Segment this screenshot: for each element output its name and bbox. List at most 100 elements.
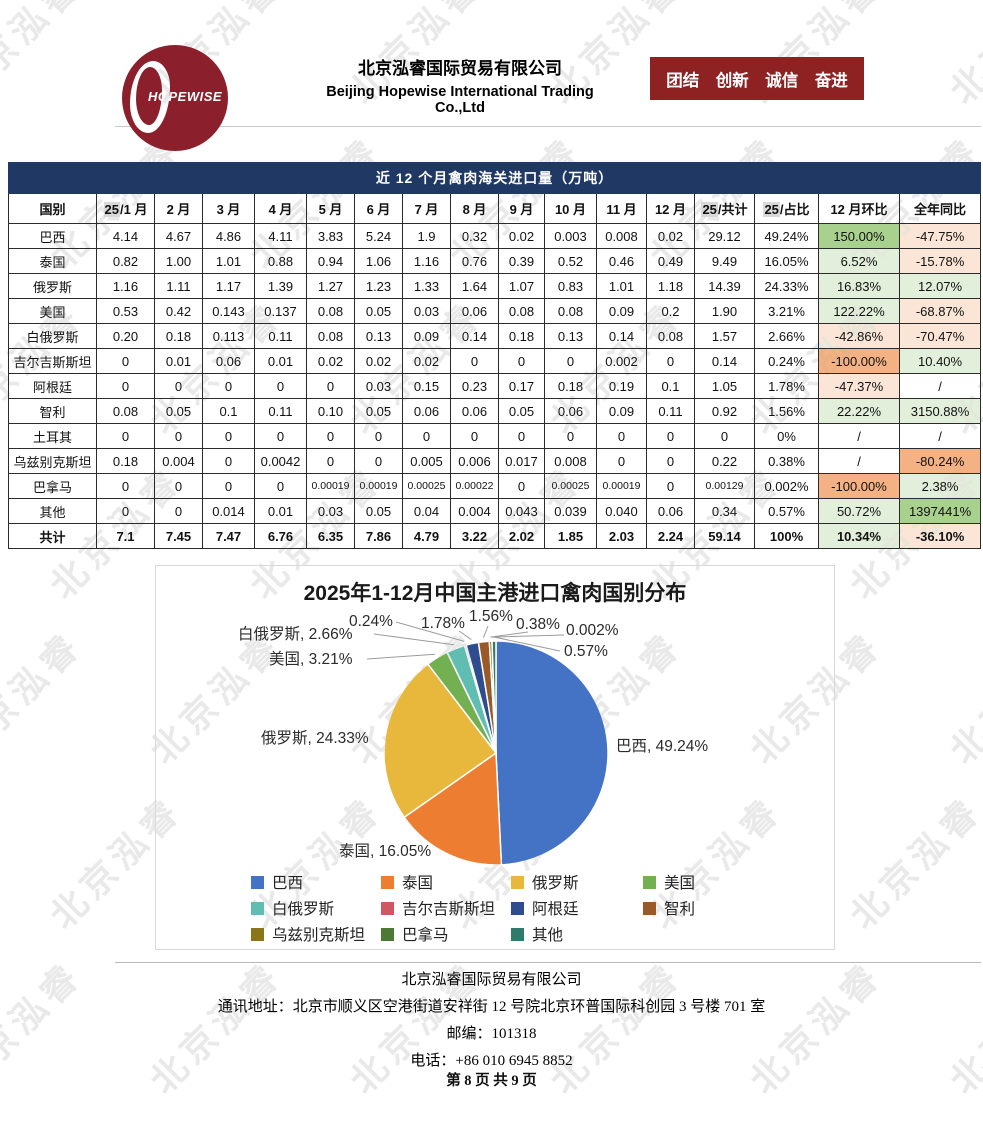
value-cell: 0 — [306, 373, 355, 399]
value-cell: 0.040 — [596, 498, 647, 524]
yoy-cell: -15.78% — [898, 248, 982, 274]
value-cell: 0.24% — [754, 348, 819, 374]
column-header: 3 月 — [202, 193, 255, 224]
value-cell: 0.20 — [96, 323, 155, 349]
value-cell: 0.05 — [354, 498, 403, 524]
value-cell: 0 — [498, 473, 545, 499]
yoy-cell: 12.07% — [898, 273, 982, 299]
value-cell: 0.83 — [544, 273, 597, 299]
table-row: 吉尔吉斯斯坦 0 0.01 0.06 0.01 0.02 0.02 0.02 0 0 0 0.002 0… — [8, 348, 982, 374]
value-cell: 0.14 — [694, 348, 755, 374]
yoy-cell: / — [898, 373, 982, 399]
value-cell: 0 — [96, 473, 155, 499]
column-header: 7 月 — [402, 193, 451, 224]
value-cell: 9.49 — [694, 248, 755, 274]
legend-label: 阿根廷 — [532, 901, 579, 918]
value-cell: 0.92 — [694, 398, 755, 424]
value-cell: 24.33% — [754, 273, 819, 299]
value-cell: 0 — [498, 348, 545, 374]
legend-item: 阿根廷 — [511, 895, 643, 921]
legend-label: 泰国 — [402, 875, 434, 892]
legend-swatch — [643, 901, 656, 915]
value-cell: 0 — [96, 498, 155, 524]
value-cell: 1.01 — [596, 273, 647, 299]
column-header: 12 月环比 — [818, 193, 900, 224]
legend-label: 巴拿马 — [402, 927, 449, 944]
mom-cell: 16.83% — [818, 273, 900, 299]
chart-legend: 巴西 泰国 俄罗斯 美国 白俄罗斯 吉尔吉斯斯坦 阿根廷 智利 乌兹别克斯坦 巴拿马 其他 — [251, 869, 763, 947]
watermark-text: 北京泓睿 — [841, 788, 983, 937]
value-cell: 1.05 — [694, 373, 755, 399]
value-cell: 0.00019 — [306, 473, 355, 499]
value-cell: 0.00129 — [694, 473, 755, 499]
column-header: 2 月 — [154, 193, 203, 224]
value-cell: 0.18 — [154, 323, 203, 349]
legend-swatch — [381, 875, 394, 889]
legend-swatch — [511, 927, 524, 941]
value-cell: 0.008 — [544, 448, 597, 474]
value-cell: 0 — [402, 423, 451, 449]
company-logo: HOPEWISE — [122, 45, 228, 151]
column-header: 全年同比 — [898, 193, 982, 224]
value-cell: 0.006 — [450, 448, 499, 474]
value-cell: 0 — [202, 373, 255, 399]
value-cell: 0.52 — [544, 248, 597, 274]
value-cell: 0 — [306, 423, 355, 449]
column-header: 国别 — [8, 193, 97, 224]
table-row: 白俄罗斯 0.20 0.18 0.113 0.11 0.08 0.13 0.09 0.14 0.1… — [8, 323, 982, 349]
country-cell: 美国 — [8, 298, 97, 324]
value-cell: 1.57 — [694, 323, 755, 349]
value-cell: 0.82 — [96, 248, 155, 274]
legend-label: 智利 — [664, 901, 696, 918]
value-cell: 0.03 — [354, 373, 403, 399]
legend-label: 美国 — [664, 875, 696, 892]
value-cell: 4.79 — [402, 523, 451, 549]
value-cell: 0.08 — [306, 323, 355, 349]
value-cell: 0.06 — [646, 498, 695, 524]
value-cell: 0 — [646, 423, 695, 449]
label-leader-line — [493, 636, 561, 652]
value-cell: 0.039 — [544, 498, 597, 524]
value-cell: 0.06 — [544, 398, 597, 424]
mom-cell: -100.00% — [818, 348, 900, 374]
value-cell: 100% — [754, 523, 819, 549]
value-cell: 0.09 — [402, 323, 451, 349]
value-cell: 0 — [154, 473, 203, 499]
value-cell: 0.02 — [354, 348, 403, 374]
legend-item: 其他 — [511, 921, 643, 947]
pie-label: 1.56% — [469, 608, 513, 625]
mom-cell: 150.00% — [818, 223, 900, 249]
value-cell: 4.14 — [96, 223, 155, 249]
label-leader-line — [482, 625, 489, 638]
legend-label: 其他 — [532, 927, 564, 944]
value-cell: 0 — [96, 348, 155, 374]
value-cell: 14.39 — [694, 273, 755, 299]
value-cell: 1.78% — [754, 373, 819, 399]
value-cell: 0.18 — [96, 448, 155, 474]
watermark-text: 北京泓睿 — [941, 0, 983, 112]
value-cell: 0 — [498, 423, 545, 449]
value-cell: 1.16 — [402, 248, 451, 274]
pie-label: 0.38% — [516, 616, 560, 633]
value-cell: 0.2 — [646, 298, 695, 324]
country-cell: 阿根廷 — [8, 373, 97, 399]
legend-label: 巴西 — [272, 875, 304, 892]
yoy-cell: 3150.88% — [898, 398, 982, 424]
value-cell: 0.46 — [596, 248, 647, 274]
yoy-cell: / — [898, 423, 982, 449]
value-cell: 0.004 — [154, 448, 203, 474]
pie-slice-10 — [491, 640, 497, 754]
company-name-zh: 北京泓睿国际贸易有限公司 — [358, 59, 562, 78]
legend-item: 美国 — [643, 869, 763, 895]
value-cell: 4.67 — [154, 223, 203, 249]
value-cell: 0.00019 — [354, 473, 403, 499]
value-cell: 0.34 — [694, 498, 755, 524]
pie-label: 巴西, 49.24% — [616, 738, 708, 755]
value-cell: 0 — [202, 448, 255, 474]
value-cell: 0 — [354, 423, 403, 449]
value-cell: 0.043 — [498, 498, 545, 524]
column-header: 6 月 — [354, 193, 403, 224]
country-cell: 吉尔吉斯斯坦 — [8, 348, 97, 374]
table-row: 其他 0 0 0.014 0.01 0.03 0.05 0.04 0.004 0.043 0.039… — [8, 498, 982, 524]
table-row: 泰国 0.82 1.00 1.01 0.88 0.94 1.06 1.16 0.76 0.39 0.… — [8, 248, 982, 274]
